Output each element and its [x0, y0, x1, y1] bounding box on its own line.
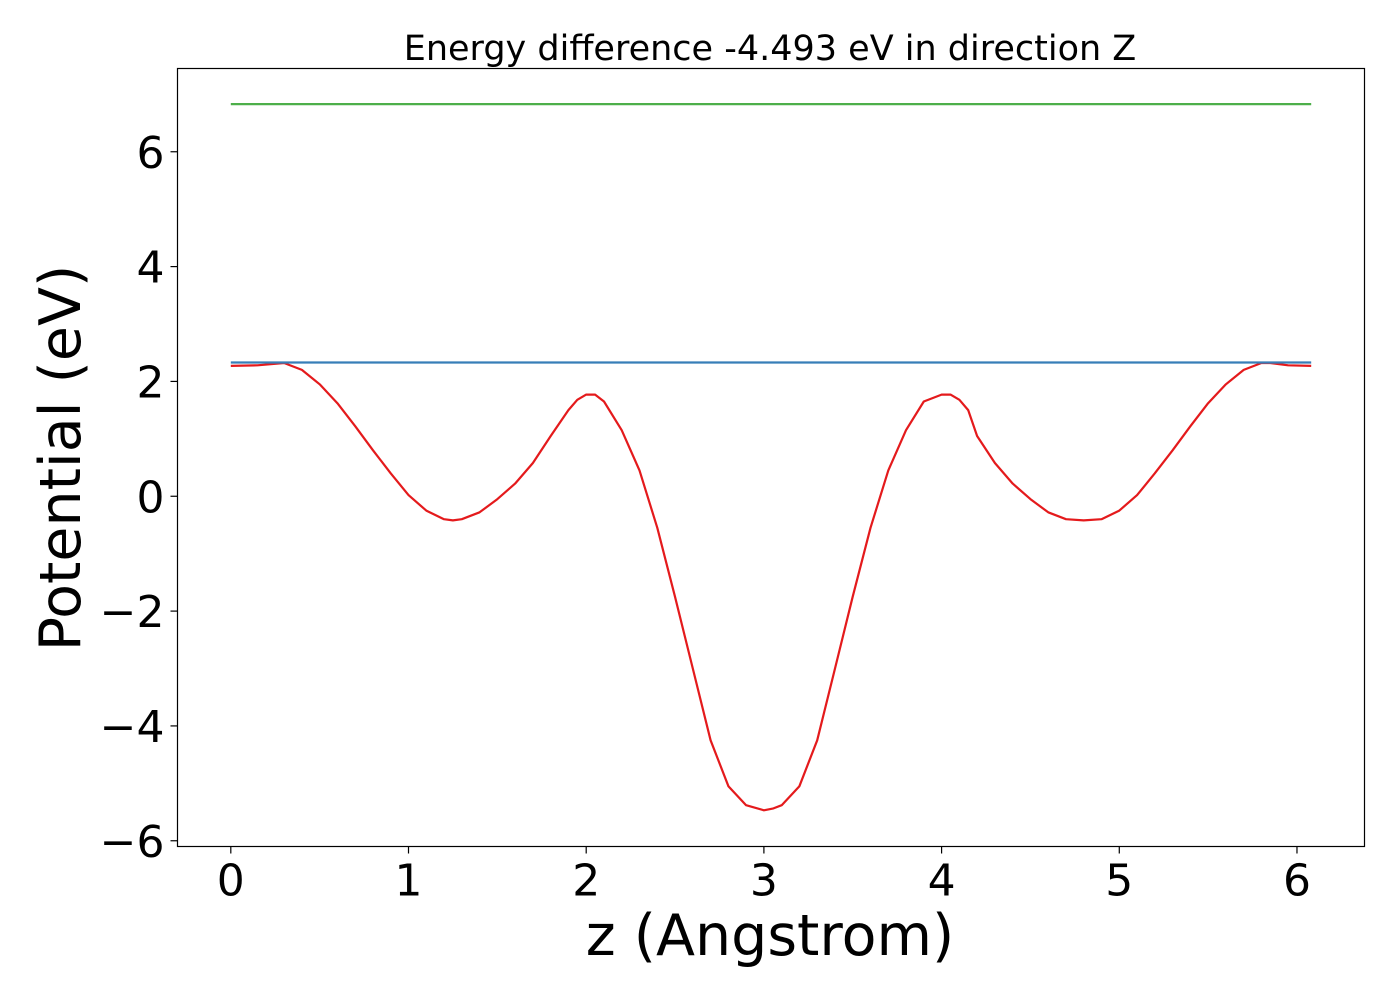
chart-title: Energy difference -4.493 eV in direction… [404, 29, 1137, 69]
y-axis-label: Potential (eV) [28, 265, 94, 651]
y-tick-label: 4 [137, 243, 165, 294]
y-tick-label: 0 [137, 472, 165, 523]
x-tick-label: 5 [1105, 856, 1133, 907]
y-tick-label: 2 [137, 357, 165, 408]
x-axis-ticks: 0 1 2 3 4 5 6 [217, 846, 1311, 907]
series-line-1 [230, 361, 1312, 812]
x-tick-label: 4 [928, 856, 956, 907]
x-tick-label: 0 [217, 856, 245, 907]
plot-area-frame [176, 67, 1366, 848]
x-axis-label: z (Angstrom) [586, 903, 954, 969]
y-tick-label: −4 [100, 702, 165, 753]
x-tick-label: 3 [750, 856, 778, 907]
y-tick-label: 6 [137, 128, 165, 179]
y-tick-label: −2 [100, 587, 165, 638]
series-layer [230, 102, 1312, 812]
y-axis-ticks: −6 −4 −2 0 2 4 6 [100, 128, 178, 868]
y-tick-label: −6 [100, 817, 165, 868]
x-tick-label: 1 [395, 856, 423, 907]
x-tick-label: 6 [1283, 856, 1311, 907]
x-tick-label: 2 [572, 856, 600, 907]
